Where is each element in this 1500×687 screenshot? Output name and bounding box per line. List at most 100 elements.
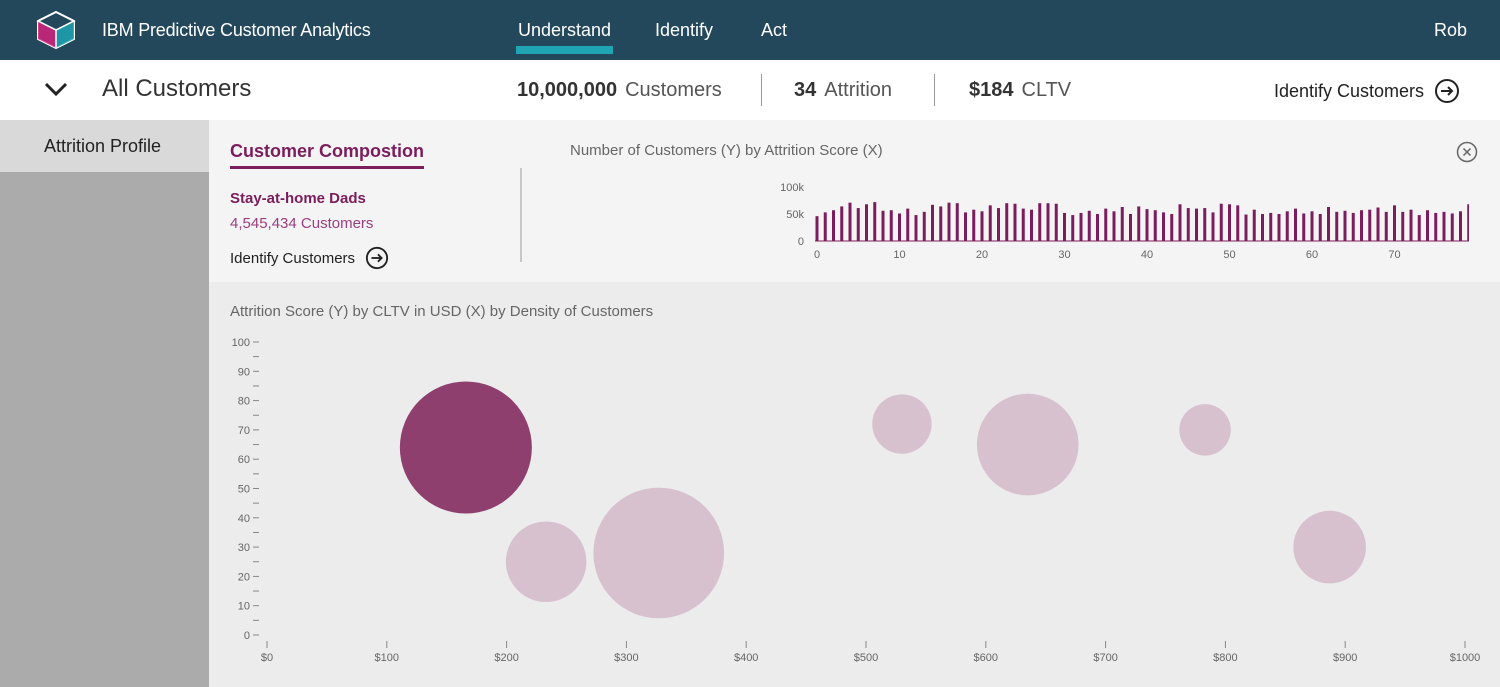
sidebar-item-attrition-profile[interactable]: Attrition Profile	[0, 120, 209, 172]
histogram-x-tick-label: 70	[1388, 249, 1400, 261]
identify-customers-label: Identify Customers	[1273, 80, 1424, 101]
histogram-bar	[1038, 203, 1042, 241]
histogram-bar	[1360, 210, 1363, 241]
histogram-bar	[898, 213, 901, 241]
histogram-bar	[873, 202, 877, 241]
histogram-bar	[972, 209, 976, 241]
x-axis-tick-label: $300	[614, 652, 638, 664]
histogram-x-tick-label: 20	[976, 249, 988, 261]
histogram-x-tick-label: 0	[814, 249, 820, 261]
histogram-y-tick-label: 100k	[780, 182, 804, 194]
y-axis-tick-label: 60	[238, 454, 250, 466]
histogram-bar	[1046, 203, 1050, 241]
histogram-bar	[955, 203, 959, 241]
metric-cltv: $184 CLTV	[969, 79, 1071, 102]
histogram-bar	[1261, 214, 1264, 241]
histogram-bar	[1409, 209, 1413, 241]
histogram-bar	[1459, 211, 1462, 241]
histogram-bar	[1393, 205, 1396, 241]
identify-segment-button[interactable]: Identify Customers	[230, 246, 389, 270]
histogram-bar	[1063, 212, 1066, 241]
histogram-bar	[997, 208, 1000, 241]
sidebar-item-label: Attrition Profile	[44, 136, 162, 156]
x-axis-tick-label: $700	[1093, 652, 1117, 664]
histogram-bar	[939, 206, 943, 241]
histogram-bar	[1178, 204, 1182, 241]
ibm-cube-logo-icon	[36, 10, 76, 50]
y-axis-tick-label: 70	[238, 425, 250, 437]
histogram-bar	[980, 211, 984, 241]
histogram-bar	[1087, 210, 1091, 241]
chevron-down-icon[interactable]	[44, 81, 68, 97]
histogram-bar	[922, 211, 926, 241]
histogram-bar	[815, 216, 819, 241]
left-sidebar: Attrition Profile	[0, 120, 209, 687]
histogram-bar	[1401, 211, 1405, 241]
histogram-bar	[1236, 205, 1240, 241]
histogram-bar	[889, 210, 893, 241]
bubble	[872, 394, 932, 454]
histogram-bar	[988, 205, 992, 241]
tab-identify[interactable]: Identify	[655, 20, 714, 40]
metric-attrition: 34 Attrition	[794, 79, 892, 102]
histogram-bar	[848, 202, 852, 241]
x-axis-tick-label: $1000	[1450, 652, 1481, 664]
histogram-bar	[840, 206, 844, 241]
histogram-bar	[865, 204, 868, 241]
histogram-bar	[964, 212, 967, 241]
y-axis-tick-label: 100	[232, 337, 250, 349]
close-icon[interactable]	[1456, 141, 1478, 163]
histogram-bar	[1376, 207, 1380, 241]
histogram-bar	[1112, 211, 1116, 241]
histogram-bar	[1211, 212, 1215, 241]
metric-value: $184	[969, 79, 1014, 101]
histogram-bar	[1434, 212, 1438, 241]
histogram-title: Number of Customers (Y) by Attrition Sco…	[570, 142, 883, 159]
arrow-right-circle-icon	[1435, 79, 1459, 103]
segment-summary-bar: All Customers 10,000,000 Customers 34 Attr…	[0, 60, 1500, 120]
histogram-bar	[1096, 214, 1099, 241]
user-menu[interactable]: Rob	[1433, 20, 1467, 40]
identify-customers-button[interactable]: Identify Customers	[1274, 78, 1460, 104]
tab-act[interactable]: Act	[761, 20, 788, 40]
histogram-bar	[1054, 203, 1058, 241]
histogram-bar	[914, 215, 918, 241]
y-axis-tick-label: 30	[238, 542, 250, 554]
histogram-bar	[832, 210, 835, 241]
histogram-bar	[1170, 214, 1174, 241]
histogram-bar	[1302, 213, 1306, 241]
histogram-bar	[1450, 213, 1454, 241]
histogram-bar	[1079, 212, 1083, 241]
y-axis-tick-label: 40	[238, 513, 250, 525]
histogram-bar	[1021, 208, 1025, 241]
bubble-chart-title: Attrition Score (Y) by CLTV in USD (X) b…	[230, 303, 654, 320]
metric-value: 10,000,000	[517, 79, 618, 101]
bubble	[1179, 404, 1231, 456]
metric-value: 34	[794, 79, 817, 101]
segment-title[interactable]: All Customers	[102, 75, 252, 102]
histogram-x-tick-label: 40	[1141, 249, 1153, 261]
histogram-bar	[1219, 203, 1223, 241]
histogram-bar	[1351, 212, 1355, 241]
app-title: IBM Predictive Customer Analytics	[102, 20, 371, 40]
composition-tab[interactable]: Customer Compostion	[230, 141, 425, 169]
histogram-bar	[1327, 206, 1330, 241]
histogram-bar	[1030, 209, 1033, 241]
histogram-bar	[881, 210, 885, 241]
histogram-bar	[1318, 214, 1322, 241]
histogram-bar	[1285, 211, 1289, 241]
histogram-bar	[1162, 212, 1165, 241]
histogram-bar	[1195, 208, 1198, 241]
histogram-bar	[1013, 203, 1017, 241]
histogram-bar	[1129, 214, 1132, 241]
histogram-bar	[947, 202, 951, 241]
divider	[934, 74, 935, 106]
divider	[520, 168, 522, 262]
divider	[761, 74, 762, 106]
histogram-bar	[1228, 204, 1231, 241]
histogram-bar	[1277, 214, 1281, 241]
histogram-bar	[1384, 211, 1388, 241]
histogram-bar	[1343, 210, 1347, 241]
histogram-bar	[1467, 204, 1469, 241]
tab-understand[interactable]: Understand	[515, 20, 614, 54]
